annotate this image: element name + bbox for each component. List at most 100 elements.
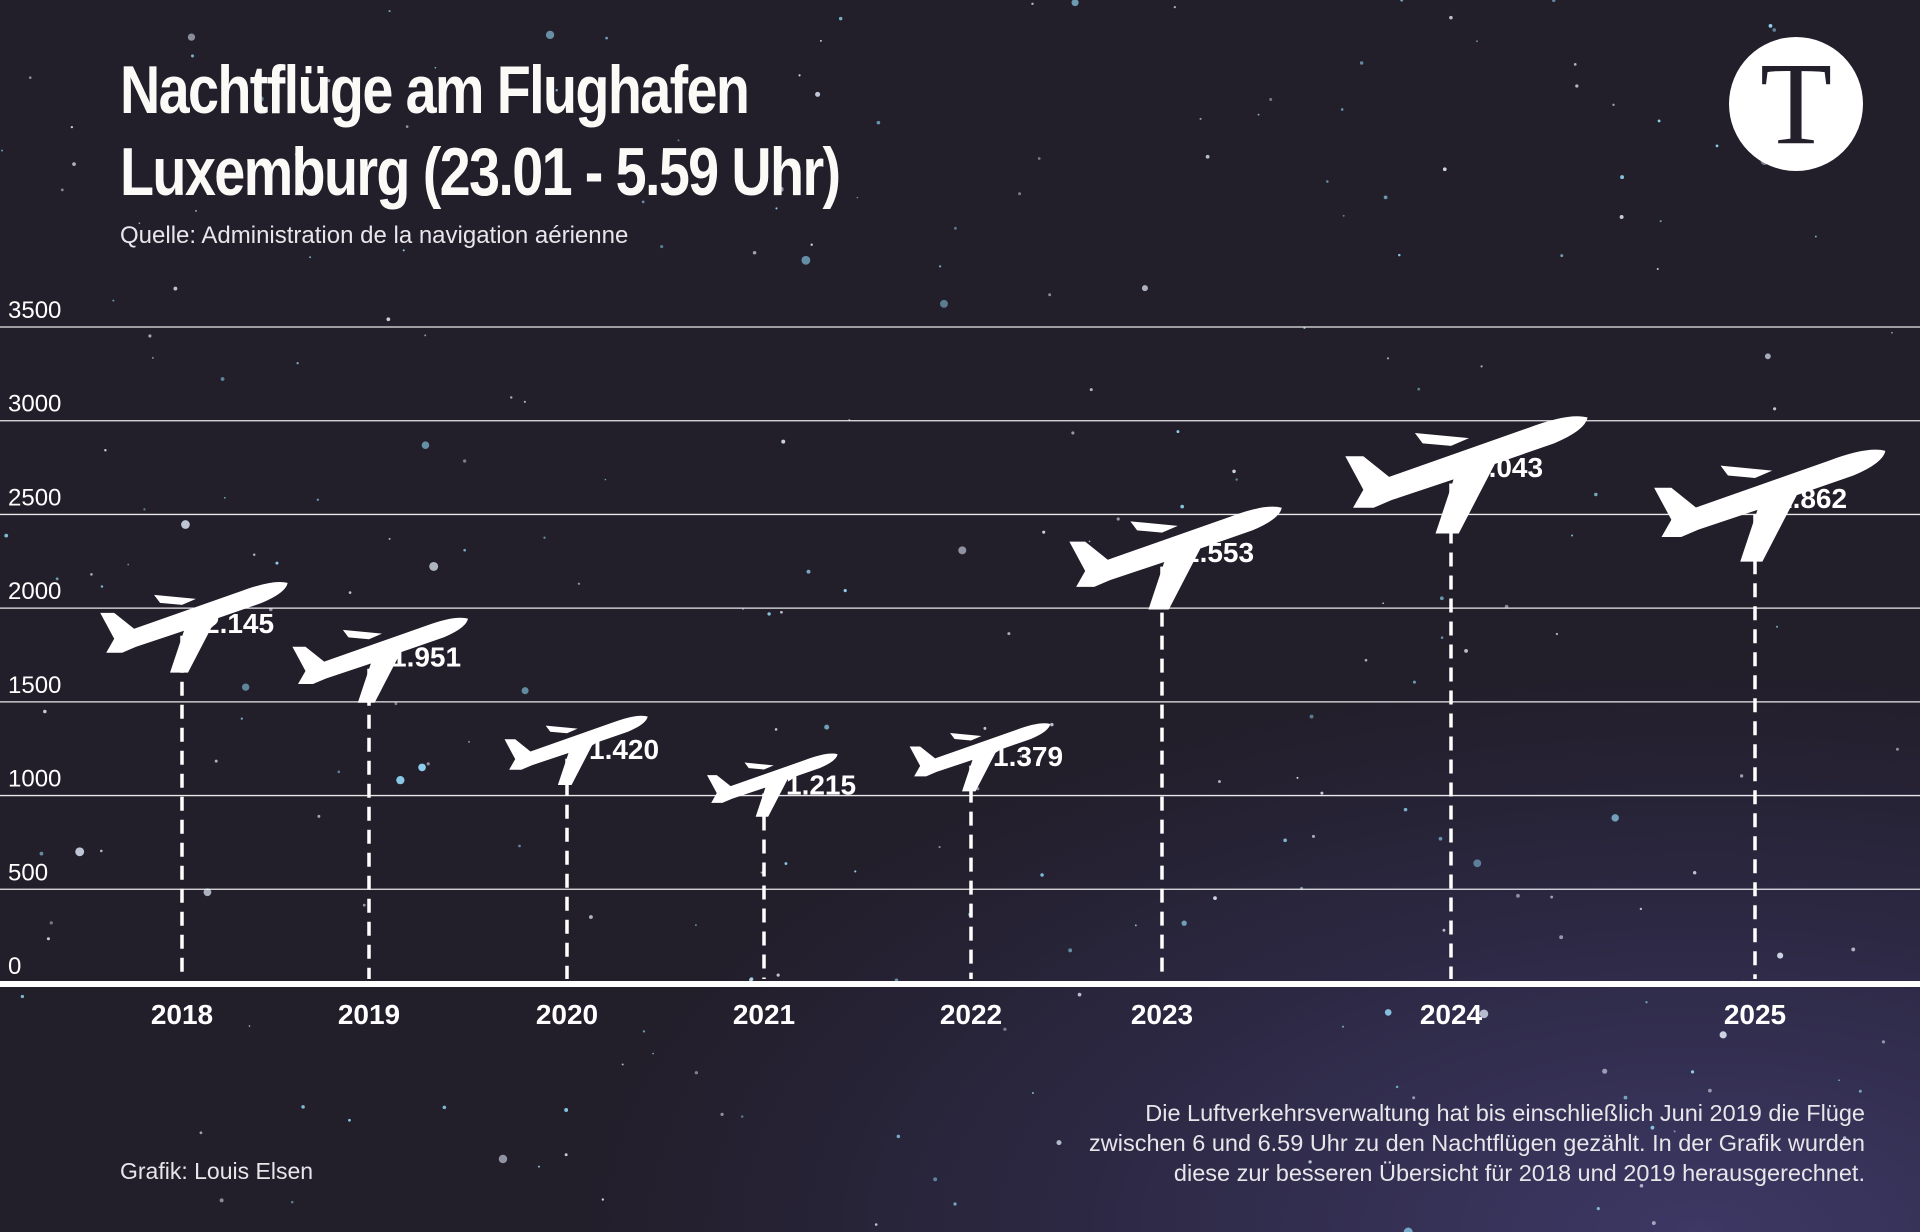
star bbox=[468, 740, 470, 743]
star bbox=[1320, 791, 1324, 795]
star bbox=[60, 188, 64, 192]
y-tick-label: 2500 bbox=[8, 484, 61, 511]
star bbox=[1656, 267, 1659, 270]
star bbox=[1814, 235, 1817, 238]
star bbox=[1438, 836, 1443, 841]
star bbox=[1056, 1140, 1062, 1146]
star bbox=[521, 687, 529, 695]
star bbox=[290, 1200, 294, 1204]
star bbox=[641, 200, 645, 204]
star bbox=[100, 585, 104, 588]
star bbox=[824, 724, 830, 730]
star bbox=[694, 1071, 699, 1075]
star bbox=[784, 862, 788, 866]
star bbox=[1573, 63, 1577, 66]
data-label: 1.379 bbox=[993, 741, 1063, 772]
star bbox=[195, 209, 198, 212]
star bbox=[1516, 893, 1520, 898]
star bbox=[677, 139, 680, 142]
star bbox=[462, 459, 467, 463]
star bbox=[523, 400, 526, 403]
star bbox=[429, 561, 439, 571]
star bbox=[1359, 61, 1364, 65]
star bbox=[1476, 40, 1478, 43]
star bbox=[1342, 214, 1345, 217]
star bbox=[252, 553, 256, 557]
star bbox=[474, 91, 480, 97]
bar-2024: 3.043 bbox=[1345, 416, 1588, 979]
star bbox=[1851, 947, 1856, 952]
star bbox=[1019, 755, 1022, 758]
star bbox=[1571, 534, 1574, 537]
star bbox=[537, 1165, 540, 1168]
star bbox=[388, 10, 391, 13]
star bbox=[1772, 28, 1777, 32]
star bbox=[555, 88, 558, 92]
star bbox=[1384, 1009, 1392, 1016]
y-tick-label: 1500 bbox=[8, 672, 61, 699]
star bbox=[588, 915, 593, 919]
airplane-icon bbox=[292, 617, 469, 703]
star bbox=[748, 978, 753, 982]
star bbox=[190, 54, 195, 58]
star bbox=[1403, 807, 1408, 812]
star bbox=[1440, 636, 1444, 639]
star bbox=[1383, 195, 1388, 200]
star bbox=[1205, 154, 1210, 159]
star bbox=[294, 152, 299, 157]
star bbox=[604, 478, 607, 481]
star bbox=[151, 356, 154, 359]
star bbox=[953, 226, 957, 230]
star bbox=[776, 973, 780, 977]
star bbox=[1693, 871, 1697, 875]
star bbox=[775, 207, 778, 210]
star bbox=[815, 91, 821, 97]
star bbox=[1, 149, 3, 152]
star bbox=[1071, 431, 1075, 435]
star bbox=[1180, 504, 1185, 509]
chart-title-line2: Luxemburg (23.01 - 5.59 Uhr) bbox=[120, 134, 841, 210]
star bbox=[100, 849, 103, 853]
star bbox=[348, 591, 352, 594]
star bbox=[1657, 119, 1661, 123]
star bbox=[1776, 625, 1778, 628]
star bbox=[695, 924, 697, 926]
star bbox=[112, 299, 115, 302]
star bbox=[498, 1154, 508, 1164]
star bbox=[767, 612, 771, 616]
airplane-icon bbox=[707, 753, 838, 817]
star bbox=[518, 844, 521, 848]
star bbox=[104, 449, 107, 452]
star bbox=[1358, 1138, 1362, 1141]
star bbox=[1594, 492, 1598, 497]
star bbox=[143, 508, 146, 511]
star bbox=[214, 759, 218, 763]
star bbox=[1620, 175, 1625, 180]
star bbox=[1077, 992, 1082, 997]
star bbox=[778, 186, 784, 192]
logo-letter: T bbox=[1759, 38, 1833, 169]
star bbox=[90, 573, 93, 576]
footnote-line: diese zur besseren Übersicht für 2018 un… bbox=[1173, 1160, 1865, 1186]
star bbox=[621, 1063, 624, 1066]
star bbox=[1739, 774, 1744, 778]
star bbox=[203, 888, 212, 897]
x-tick-label: 2018 bbox=[151, 999, 213, 1030]
star bbox=[1858, 1089, 1862, 1093]
star bbox=[780, 610, 783, 614]
star bbox=[1031, 1092, 1034, 1094]
star bbox=[1089, 388, 1093, 392]
star bbox=[1719, 1031, 1727, 1039]
star bbox=[362, 903, 366, 907]
x-tick-label: 2020 bbox=[536, 999, 598, 1030]
star bbox=[1116, 517, 1120, 521]
star bbox=[1881, 1040, 1886, 1044]
star bbox=[1232, 469, 1236, 474]
star bbox=[1283, 838, 1287, 843]
star bbox=[317, 814, 321, 818]
data-label: 1.215 bbox=[786, 769, 856, 800]
star bbox=[1341, 1025, 1345, 1028]
star bbox=[933, 1177, 938, 1182]
star bbox=[752, 250, 757, 255]
